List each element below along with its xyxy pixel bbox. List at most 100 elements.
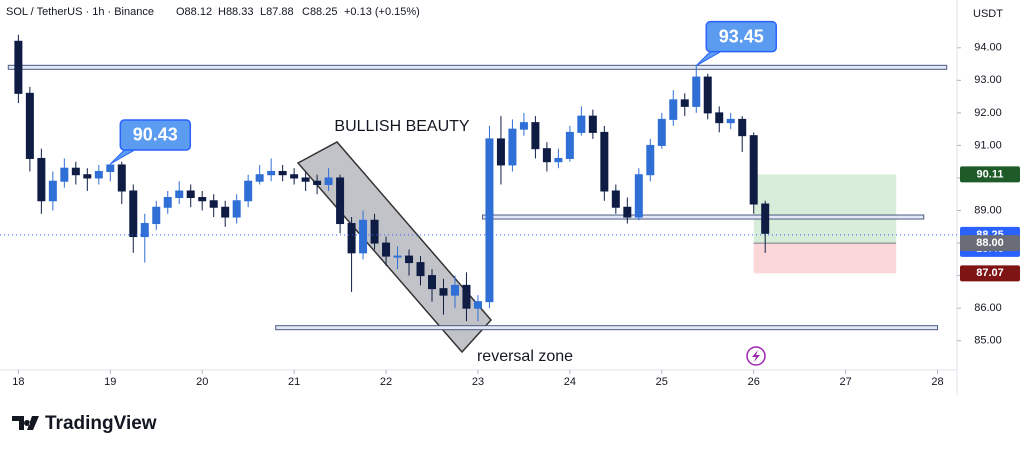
candle-body [405,255,414,264]
brand: TradingView [45,413,157,434]
x-tick-label: 24 [564,376,576,388]
candle-body [703,76,712,114]
price-label: 88.00 [976,237,1004,249]
candle-body [25,92,34,159]
ohlc-low: L87.88 [260,6,294,18]
x-tick-label: 27 [839,376,851,388]
y-tick-label: 94.00 [974,42,1002,54]
candle-body [117,164,126,192]
y-tick-label: 91.00 [974,139,1002,151]
x-tick-label: 20 [196,376,208,388]
candle-body [496,138,505,166]
candle-body [359,219,368,254]
candle-body [531,122,540,150]
annotation: BULLISH BEAUTY [334,118,469,135]
candle-body [519,122,528,130]
candle-body [657,118,666,146]
candle-body [267,170,276,176]
candle-body [221,206,230,218]
candles [14,34,770,322]
stop-zone [753,243,897,274]
candle-body [565,131,574,159]
lightning-icon [746,346,766,366]
y-tick-label: 93.00 [974,74,1002,86]
candle-body [611,190,620,208]
candle-body [715,112,724,124]
candle-body [749,135,758,205]
candle-body [278,170,287,176]
candle-body [301,177,310,182]
candle-body [83,174,92,179]
candle-body [646,144,655,176]
candle-body [198,197,207,202]
candle-body [186,190,195,199]
candle-body [313,180,322,185]
candle-body [232,200,241,218]
candle-body [416,262,425,277]
candle-body [692,76,701,107]
callout-label: 90.43 [133,125,178,145]
candle-body [37,157,46,202]
price-label-box [960,265,1020,282]
candle-body [761,203,770,234]
level-line [275,325,939,331]
callout-box [119,119,192,151]
candle-body [71,167,80,176]
x-tick-label: 25 [656,376,668,388]
ohlc-open: O88.12 [176,6,212,18]
symbol: SOL / TetherUS · 1h · Binance [6,6,154,18]
candle-body [48,180,57,202]
y-tick-label: 89.00 [974,204,1002,216]
candle-body [94,170,103,179]
price-label: 87.07 [976,267,1004,279]
candle-body [738,118,747,137]
level-line [7,64,948,70]
price-label: 90.11 [977,168,1004,180]
candle-body [382,242,391,257]
candle-body [60,167,69,182]
currency: USDT [973,8,1003,20]
x-tick-label: 26 [748,376,760,388]
candle-body [485,138,494,303]
candle-body [508,128,517,166]
candle-body [680,99,689,107]
candle-body [324,177,333,185]
price-label-box [960,166,1020,183]
candle-body [726,118,735,124]
ohlc-change: +0.13 (+0.15%) [344,6,420,18]
tradingview-logo: TradingView [12,413,157,434]
x-tick-label: 23 [472,376,484,388]
x-tick-label: 18 [12,376,24,388]
x-tick-label: 28 [931,376,943,388]
y-tick-label: 92.00 [974,107,1002,119]
candle-body [370,219,379,244]
y-tick-label: 86.00 [974,302,1002,314]
candle-body [152,206,161,225]
candle-body [542,148,551,163]
y-tick-label: 85.00 [974,335,1002,347]
candle-body [634,174,643,218]
ohlc-high: H88.33 [218,6,253,18]
x-tick-label: 21 [288,376,300,388]
candle-body [462,284,471,309]
candle-body [393,255,402,258]
candle-body [140,223,149,238]
candle-body [106,164,115,172]
candle-body [347,223,356,254]
candle-body [209,200,218,208]
candle-body [336,177,345,225]
candle-body [554,157,563,163]
candle-body [439,288,448,296]
channel [296,141,493,354]
callout-box [705,20,778,53]
x-tick-label: 19 [104,376,116,388]
candle-body [577,115,586,133]
candle-body [623,206,632,218]
candle-body [588,115,597,133]
price-label-box [960,235,1020,252]
candle-body [600,131,609,192]
candle-body [14,40,23,94]
level-line [482,214,925,220]
